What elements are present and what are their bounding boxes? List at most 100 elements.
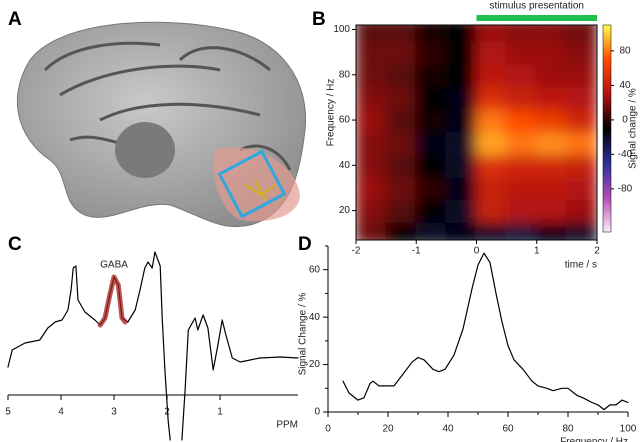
colorbar xyxy=(602,24,612,233)
highlight-line xyxy=(97,274,128,328)
y-tick-label: 100 xyxy=(333,24,350,35)
heatmap-cell xyxy=(475,130,508,155)
y-tick-label: 20 xyxy=(309,359,321,370)
heatmap-cell xyxy=(385,25,418,42)
x-tick-label: 60 xyxy=(502,424,514,435)
heatmap-cell xyxy=(415,39,448,65)
heatmap-cell xyxy=(415,130,448,155)
heatmap-cell xyxy=(475,107,508,133)
heatmap-cell xyxy=(535,85,568,110)
colorbar-tick-label: 0 xyxy=(622,115,628,126)
panel-label: A xyxy=(8,9,22,30)
heatmap-cell xyxy=(356,130,388,155)
heatmap-cell xyxy=(565,153,597,178)
heatmap-cell xyxy=(415,62,448,88)
heatmap-cell xyxy=(535,175,568,201)
heatmap-cells xyxy=(356,25,597,240)
stimulus-label: stimulus presentation xyxy=(490,1,585,12)
heatmap-cell xyxy=(385,198,418,223)
heatmap-cell xyxy=(505,25,538,42)
heatmap-cell xyxy=(385,220,418,240)
x-tick-label: 1 xyxy=(217,407,223,418)
panel-label: B xyxy=(312,9,326,30)
heatmap-cell xyxy=(565,175,597,201)
heatmap-cell xyxy=(565,62,597,88)
heatmap-cell xyxy=(505,130,538,155)
y-axis-label: Signal Change / % xyxy=(298,292,309,375)
heatmap-cell xyxy=(415,175,448,201)
x-tick-label: 2 xyxy=(594,246,600,257)
heatmap-cell xyxy=(475,62,508,88)
heatmap-cell xyxy=(356,198,388,223)
heatmap-cell xyxy=(505,175,538,201)
x-tick-label: 80 xyxy=(562,424,574,435)
y-tick-label: 20 xyxy=(339,205,351,216)
heatmap-cell xyxy=(415,107,448,133)
heatmap-layer xyxy=(356,25,597,240)
heatmap-cell xyxy=(415,220,448,240)
heatmap-cell xyxy=(385,39,418,65)
colorbar-tick-label: 80 xyxy=(619,46,631,57)
heatmap-cell xyxy=(565,130,597,155)
heatmap-cell xyxy=(445,198,478,223)
heatmap-cell xyxy=(475,175,508,201)
heatmap-cell xyxy=(445,153,478,178)
panel-label: C xyxy=(8,234,22,255)
heatmap-cell xyxy=(535,153,568,178)
heatmap-cell xyxy=(415,198,448,223)
panel-label: D xyxy=(298,234,312,255)
y-tick-label: 60 xyxy=(339,115,351,126)
heatmap-cell xyxy=(505,85,538,110)
heatmap-cell xyxy=(475,153,508,178)
colorbar-tick-label: -80 xyxy=(618,184,633,195)
heatmap-cell xyxy=(565,85,597,110)
heatmap-cell xyxy=(445,25,478,42)
heatmap-cell xyxy=(565,39,597,65)
x-tick-label: 1 xyxy=(534,246,540,257)
heatmap-cell xyxy=(565,25,597,42)
x-axis-label: Frequency / Hz xyxy=(560,437,628,442)
heatmap-cell xyxy=(535,220,568,240)
heatmap-cell xyxy=(385,130,418,155)
x-tick-label: 20 xyxy=(382,424,394,435)
heatmap-cell xyxy=(445,130,478,155)
x-tick-label: 4 xyxy=(58,407,64,418)
heatmap-cell xyxy=(385,107,418,133)
peak-label: GABA xyxy=(100,260,128,271)
heatmap-cell xyxy=(565,220,597,240)
heatmap-cell xyxy=(505,107,538,133)
x-tick-label: -2 xyxy=(352,246,361,257)
heatmap-cell xyxy=(385,85,418,110)
heatmap-cell xyxy=(475,85,508,110)
heatmap-cell xyxy=(535,39,568,65)
heatmap-cell xyxy=(505,153,538,178)
x-tick-label: 3 xyxy=(111,407,117,418)
colorbar-label: Signal change / % xyxy=(628,88,639,169)
heatmap-cell xyxy=(385,175,418,201)
heatmap-cell xyxy=(445,39,478,65)
heatmap-cell xyxy=(356,220,388,240)
x-tick-label: 5 xyxy=(5,407,11,418)
heatmap-cell xyxy=(475,198,508,223)
data-line xyxy=(7,251,299,441)
heatmap-cell xyxy=(505,220,538,240)
heatmap-cell xyxy=(356,25,388,42)
y-tick-label: 40 xyxy=(339,160,351,171)
y-tick-label: 0 xyxy=(314,407,320,418)
x-tick-label: 40 xyxy=(442,424,454,435)
heatmap-cell xyxy=(356,62,388,88)
stimulus-bar xyxy=(476,15,597,21)
heatmap-cell xyxy=(415,85,448,110)
data-line xyxy=(342,252,629,411)
y-axis-label: Frequency / Hz xyxy=(326,79,337,147)
heatmap-cell xyxy=(445,220,478,240)
heatmap-cell xyxy=(385,153,418,178)
colorbar-tick-label: -40 xyxy=(618,149,633,160)
heatmap-cell xyxy=(445,85,478,110)
heatmap-cell xyxy=(475,220,508,240)
brain-image xyxy=(16,21,307,228)
heatmap-cell xyxy=(475,39,508,65)
x-tick-label: 0 xyxy=(325,424,331,435)
heatmap-cell xyxy=(356,39,388,65)
y-tick-label: 40 xyxy=(309,312,321,323)
